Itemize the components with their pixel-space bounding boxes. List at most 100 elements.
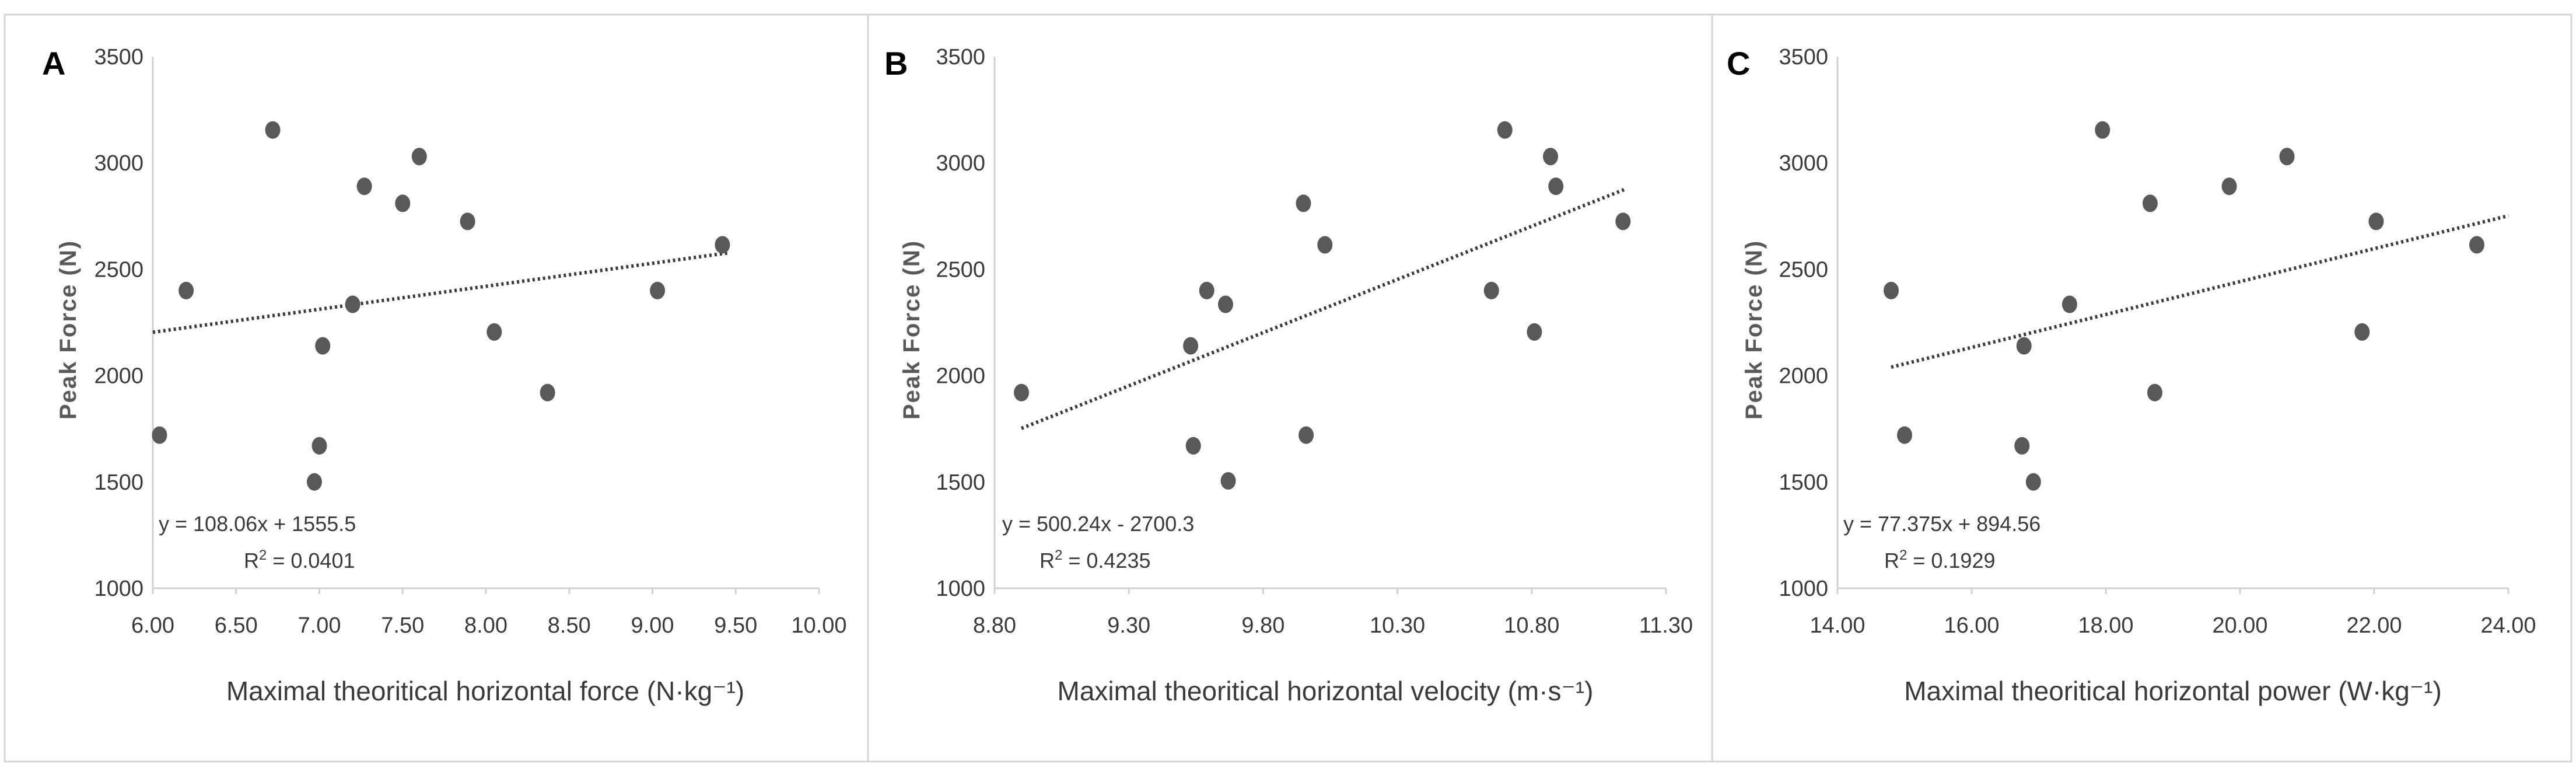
x-tick-label-b: 9.30 bbox=[1107, 613, 1150, 638]
data-point-c bbox=[2095, 121, 2110, 139]
points-a bbox=[152, 121, 730, 491]
data-point-c bbox=[2279, 148, 2295, 166]
data-point-a bbox=[460, 212, 475, 231]
data-point-a bbox=[315, 337, 331, 355]
r-symbol-b: R bbox=[1040, 549, 1055, 572]
x-tick-label-a: 7.50 bbox=[381, 613, 424, 638]
data-point-c bbox=[1897, 426, 1912, 444]
y-tick-label-b: 1000 bbox=[936, 577, 985, 601]
equation-c: y = 77.375x + 894.56 bbox=[1843, 512, 2041, 536]
outer-frame bbox=[4, 13, 2572, 763]
axes-c: 1000 1500 2000 2500 3000 3500 14.00 16.00 18.00 2… bbox=[1779, 45, 2536, 638]
y-tick-label-c: 2000 bbox=[1779, 364, 1828, 389]
r-value-c: = 0.1929 bbox=[1907, 549, 1995, 572]
x-tick-label-c: 20.00 bbox=[2212, 613, 2267, 638]
y-tick-label-c: 1500 bbox=[1779, 470, 1828, 495]
x-tick-label-c: 16.00 bbox=[1944, 613, 1999, 638]
y-axis-label-c: Peak Force (N) bbox=[1741, 240, 1767, 420]
data-point-c bbox=[2147, 383, 2162, 402]
r-exponent-a: 2 bbox=[259, 547, 267, 563]
y-tick-label-b: 2500 bbox=[936, 257, 985, 282]
data-point-a bbox=[312, 437, 327, 455]
y-tick-label-b: 3500 bbox=[936, 45, 985, 69]
y-tick-label-b: 1500 bbox=[936, 470, 985, 495]
r-value-b: = 0.4235 bbox=[1062, 549, 1150, 572]
x-tick-label-b: 9.80 bbox=[1241, 613, 1284, 638]
equation-a: y = 108.06x + 1555.5 bbox=[159, 512, 356, 536]
data-point-b bbox=[1217, 295, 1233, 313]
chart-panel-c: C Peak Force (N) Maximal theoritical hor… bbox=[1727, 45, 2536, 706]
y-tick-label-a: 1000 bbox=[94, 577, 144, 601]
r-symbol-c: R bbox=[1884, 549, 1899, 572]
data-point-b bbox=[1497, 121, 1513, 139]
trendline-a bbox=[152, 251, 728, 334]
data-point-b bbox=[1615, 212, 1631, 231]
panel-letter-c: C bbox=[1727, 45, 1750, 82]
data-point-b bbox=[1185, 437, 1201, 455]
data-point-b bbox=[1199, 281, 1214, 299]
x-tick-label-c: 18.00 bbox=[2078, 613, 2133, 638]
x-tick-label-a: 10.00 bbox=[791, 613, 846, 638]
x-tick-label-a: 8.50 bbox=[548, 613, 591, 638]
x-tick-label-b: 10.80 bbox=[1504, 613, 1559, 638]
x-tick-label-a: 9.00 bbox=[631, 613, 674, 638]
data-point-c bbox=[2221, 177, 2237, 196]
data-point-b bbox=[1298, 426, 1314, 444]
data-point-b bbox=[1220, 472, 1236, 490]
data-point-c bbox=[2016, 337, 2032, 355]
axes-b: 1000 1500 2000 2500 3000 3500 8.80 9.30 9.80 10.3… bbox=[936, 45, 1693, 638]
data-point-c bbox=[2062, 295, 2077, 313]
x-tick-label-b: 10.30 bbox=[1370, 613, 1425, 638]
y-tick-label-a: 1500 bbox=[94, 470, 144, 495]
y-axis-label-a: Peak Force (N) bbox=[55, 240, 81, 420]
panel-letter-a: A bbox=[42, 45, 65, 82]
x-tick-label-a: 8.00 bbox=[464, 613, 508, 638]
data-point-b bbox=[1183, 337, 1199, 355]
data-point-a bbox=[356, 177, 372, 196]
data-point-a bbox=[345, 295, 360, 313]
y-tick-label-a: 2000 bbox=[94, 364, 144, 389]
data-point-c bbox=[2025, 473, 2041, 491]
x-tick-label-a: 9.50 bbox=[714, 613, 757, 638]
axes-a: 1000 1500 2000 2500 3000 3500 6.00 6.50 7.00 7.50… bbox=[94, 45, 846, 638]
points-b bbox=[1014, 121, 1631, 490]
r-symbol-a: R bbox=[244, 549, 259, 572]
data-point-c bbox=[1884, 281, 1899, 299]
data-point-b bbox=[1543, 148, 1559, 166]
equation-b: y = 500.24x - 2700.3 bbox=[1002, 512, 1194, 536]
data-point-b bbox=[1296, 194, 1311, 212]
data-point-c bbox=[2142, 194, 2158, 212]
data-point-b bbox=[1014, 383, 1030, 402]
data-point-a bbox=[411, 148, 427, 166]
y-tick-label-c: 3000 bbox=[1779, 151, 1828, 176]
y-tick-label-c: 2500 bbox=[1779, 257, 1828, 282]
y-tick-label-a: 2500 bbox=[94, 257, 144, 282]
x-axis-label-b: Maximal theoritical horizontal velocity … bbox=[1058, 676, 1594, 706]
x-tick-label-b: 11.30 bbox=[1639, 613, 1693, 638]
y-tick-label-b: 3000 bbox=[936, 151, 985, 176]
x-axis-label-c: Maximal theoritical horizontal power (W·… bbox=[1904, 676, 2442, 706]
data-point-a bbox=[395, 194, 411, 212]
r-squared-a: R2 = 0.0401 bbox=[244, 547, 355, 572]
x-tick-label-c: 22.00 bbox=[2346, 613, 2402, 638]
r-squared-c: R2 = 0.1929 bbox=[1884, 547, 1996, 572]
x-tick-label-a: 6.00 bbox=[131, 613, 174, 638]
chart-panel-b: B Peak Force (N) Maximal theoritical hor… bbox=[884, 45, 1693, 706]
data-point-a bbox=[306, 473, 322, 491]
data-point-c bbox=[2469, 236, 2484, 254]
panel-letter-b: B bbox=[884, 45, 908, 82]
r-exponent-b: 2 bbox=[1055, 547, 1062, 563]
y-tick-label-a: 3000 bbox=[94, 151, 144, 176]
chart-panel-a: A Peak Force (N) Maximal theoritical hor… bbox=[42, 45, 847, 706]
data-point-a bbox=[178, 281, 194, 299]
data-point-c bbox=[2368, 212, 2384, 231]
data-point-a bbox=[540, 383, 555, 402]
r-value-a: = 0.0401 bbox=[267, 549, 355, 572]
data-point-b bbox=[1483, 281, 1499, 299]
data-point-b bbox=[1317, 236, 1333, 254]
x-tick-label-c: 14.00 bbox=[1810, 613, 1865, 638]
data-point-a bbox=[152, 426, 167, 444]
data-point-c bbox=[2014, 437, 2030, 455]
data-point-a bbox=[715, 236, 730, 254]
